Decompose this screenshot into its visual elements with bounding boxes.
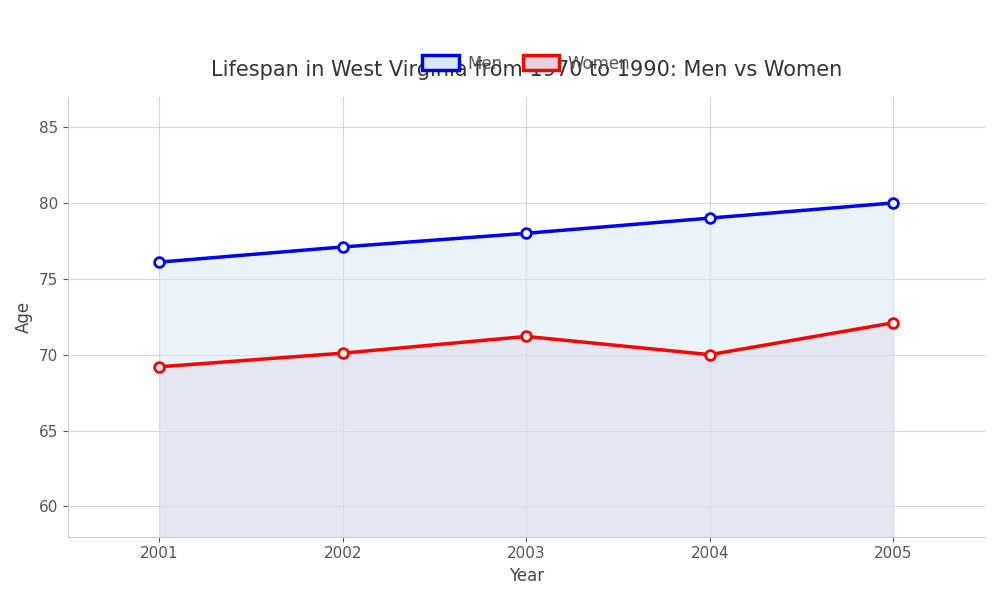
Legend: Men, Women: Men, Women: [416, 48, 637, 79]
Title: Lifespan in West Virginia from 1970 to 1990: Men vs Women: Lifespan in West Virginia from 1970 to 1…: [211, 60, 842, 80]
Y-axis label: Age: Age: [15, 301, 33, 333]
X-axis label: Year: Year: [509, 567, 544, 585]
